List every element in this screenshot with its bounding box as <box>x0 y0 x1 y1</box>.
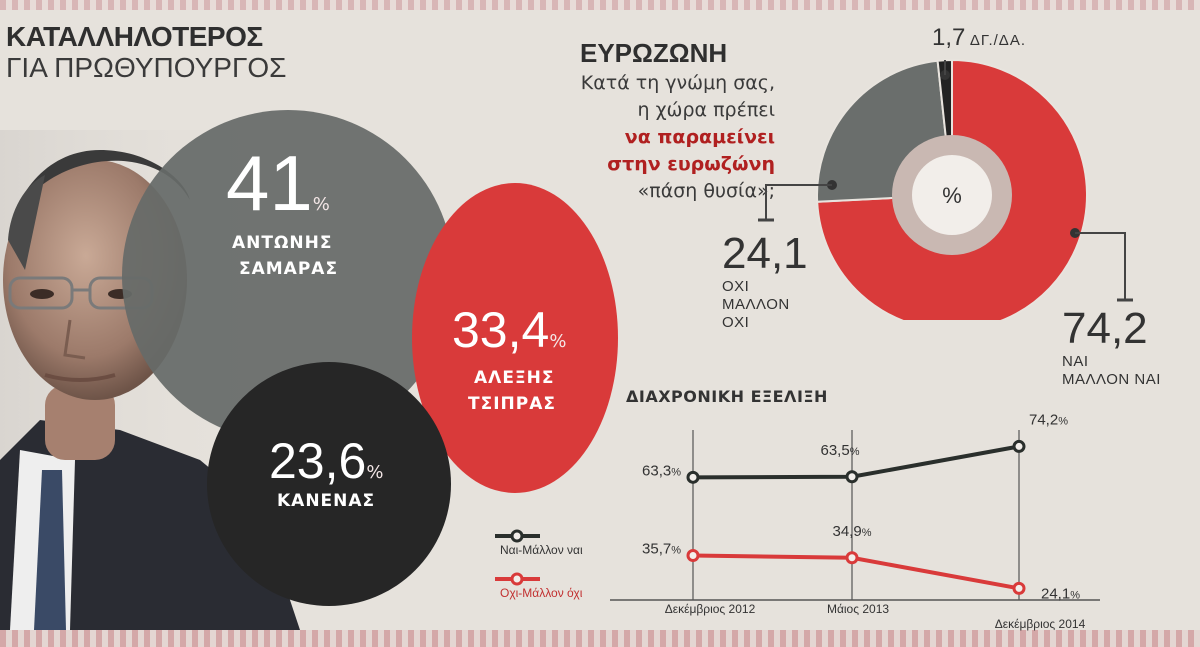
legend-label-no: Οχι-Μάλλον όχι <box>500 586 583 600</box>
kanenas-name: ΚΑΝΕΝΑΣ <box>277 491 376 511</box>
data-label-no: 35,7% <box>642 541 681 558</box>
no-line3: ΟΧΙ <box>722 314 750 331</box>
x-tick-label: Δεκέμβριος 2012 <box>665 602 756 616</box>
donut-center-label: % <box>942 183 962 208</box>
data-label-yes: 63,5% <box>821 442 860 459</box>
no-leader-line <box>765 184 832 220</box>
tsipras-unit: % <box>549 331 567 352</box>
kanenas-unit: % <box>366 462 384 483</box>
tsipras-name-line1: ΑΛΕΞΗΣ <box>474 368 555 388</box>
series-point-no <box>845 551 859 565</box>
tsipras-value: 33,4 <box>452 302 550 358</box>
yes-label: 74,2 ΝΑΙ ΜΑΛΛΟΝ ΝΑΙ <box>1062 305 1161 389</box>
eurozone-title: ΕΥΡΩΖΩΝΗ <box>580 38 728 68</box>
dk-text: ΔΓ./ΔΑ. <box>969 32 1026 49</box>
eurozone-donut-chart: % <box>758 58 1133 320</box>
tsipras-circle: 33,4% ΑΛΕΞΗΣ ΤΣΙΠΡΑΣ <box>412 183 618 493</box>
data-label-yes: 63,3% <box>642 462 681 479</box>
dk-label: 1,7 ΔΓ./ΔΑ. <box>932 24 1026 52</box>
series-point-yes <box>1012 439 1026 453</box>
question-line2: η χώρα πρέπει <box>637 99 776 121</box>
question-line5: «πάση θυσία»; <box>637 180 775 202</box>
data-label-no: 34,9% <box>833 523 872 540</box>
no-line1: ΟΧΙ <box>722 278 750 295</box>
dk-value: 1,7 <box>932 24 966 51</box>
data-label-no: 24,1% <box>1041 585 1080 602</box>
legend-marker-yes <box>510 529 524 543</box>
donut-center <box>912 155 992 235</box>
samaras-name-line1: ΑΝΤΩΝΗΣ <box>232 233 333 253</box>
no-value: 24,1 <box>722 229 808 278</box>
paper-top-edge <box>0 0 1200 10</box>
kanenas-circle: 23,6% ΚΑΝΕΝΑΣ <box>207 362 451 606</box>
question-bold2: στην ευρωζώνη <box>607 153 775 175</box>
question-bold1: να παραμείνει <box>624 126 775 148</box>
question-line1: Κατά τη γνώμη σας, <box>580 72 775 94</box>
series-point-yes <box>845 470 859 484</box>
series-point-yes <box>686 470 700 484</box>
tsipras-name-line2: ΤΣΙΠΡΑΣ <box>468 394 556 414</box>
no-line2: ΜΑΛΛΟΝ <box>722 296 790 313</box>
x-tick-label: Δεκέμβριος 2014 <box>995 617 1086 631</box>
series-point-no <box>1012 581 1026 595</box>
paper-bottom-edge <box>0 630 1200 647</box>
x-tick-label: Μάιος 2013 <box>827 602 889 616</box>
yes-line2: ΜΑΛΛΟΝ ΝΑΙ <box>1062 371 1161 388</box>
pm-chart-title: ΚΑΤΑΛΛΗΛΟΤΕΡΟΣ ΓΙΑ ΠΡΩΘΥΠΟΥΡΓΟΣ <box>6 22 286 84</box>
legend-label-yes: Ναι-Μάλλον ναι <box>500 543 583 557</box>
data-label-yes: 74,2% <box>1029 411 1068 428</box>
legend-marker-no <box>510 572 524 586</box>
samaras-unit: % <box>312 194 330 215</box>
samaras-name-line2: ΣΑΜΑΡΑΣ <box>239 259 339 279</box>
eurozone-question: Κατά τη γνώμη σας, η χώρα πρέπει να παρα… <box>560 70 775 205</box>
pm-title-line1: ΚΑΤΑΛΛΗΛΟΤΕΡΟΣ <box>6 21 263 52</box>
series-point-no <box>686 549 700 563</box>
yes-line1: ΝΑΙ <box>1062 353 1089 370</box>
pm-title-line2: ΓΙΑ ΠΡΩΘΥΠΟΥΡΓΟΣ <box>6 52 287 83</box>
yes-leader-line <box>1075 232 1126 300</box>
yes-value: 74,2 <box>1062 304 1148 353</box>
no-label: 24,1 ΟΧΙ ΜΑΛΛΟΝ ΟΧΙ <box>722 230 808 332</box>
samaras-value: 41 <box>226 139 313 227</box>
trend-line-chart: Δεκέμβριος 2012 Μάιος 2013 Δεκέμβριος 2014… <box>495 411 1100 631</box>
kanenas-value: 23,6 <box>269 433 367 489</box>
trend-title: ΔΙΑΧΡΟΝΙΚΗ ΕΞΕΛΙΞΗ <box>626 387 828 406</box>
